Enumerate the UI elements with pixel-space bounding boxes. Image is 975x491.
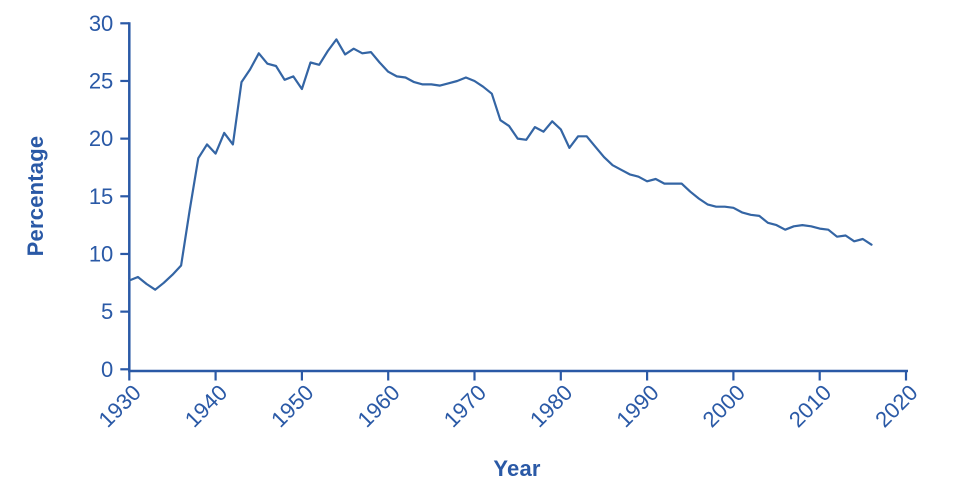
x-tick-label: 1950 bbox=[266, 380, 318, 432]
x-tick-label: 2020 bbox=[870, 380, 922, 432]
x-tick-label: 1970 bbox=[439, 380, 491, 432]
y-tick-label: 0 bbox=[101, 357, 113, 382]
y-tick-label: 15 bbox=[89, 184, 113, 209]
y-tick-label: 20 bbox=[89, 126, 113, 151]
x-axis-title: Year bbox=[493, 456, 541, 481]
x-tick-label: 2000 bbox=[698, 380, 750, 432]
y-tick-label: 5 bbox=[101, 299, 113, 324]
y-tick-label: 10 bbox=[89, 241, 113, 266]
x-tick-label: 1960 bbox=[352, 380, 404, 432]
y-tick-label: 30 bbox=[89, 11, 113, 36]
x-tick-label: 1990 bbox=[611, 380, 663, 432]
data-series-line bbox=[128, 38, 873, 291]
x-tick-label: 2010 bbox=[784, 380, 836, 432]
y-axis-title: Percentage bbox=[23, 135, 48, 257]
x-tick-label: 1940 bbox=[180, 380, 232, 432]
x-tick-label: 1980 bbox=[525, 380, 577, 432]
x-tick-label: 1930 bbox=[94, 380, 146, 432]
y-tick-label: 25 bbox=[89, 68, 113, 93]
